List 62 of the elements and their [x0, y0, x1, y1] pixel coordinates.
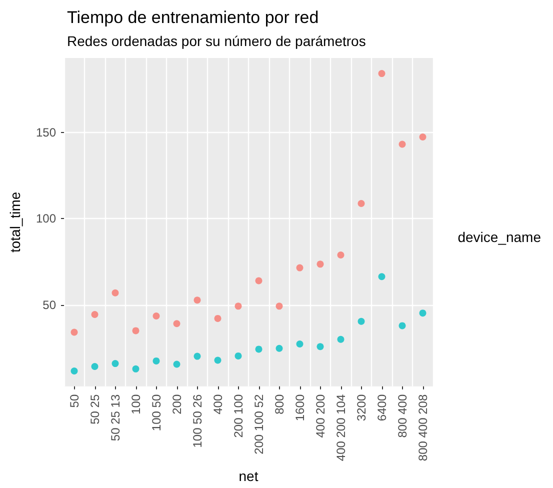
point: [234, 352, 242, 360]
x-tick-label: 100 50: [149, 394, 164, 432]
point: [296, 340, 304, 348]
x-tick-label: 400 200 104: [334, 394, 348, 462]
point: [173, 360, 180, 368]
x-tick-label: 400: [210, 394, 225, 414]
x-tick-label: 800 400 208: [416, 394, 430, 462]
point: [378, 273, 386, 280]
point: [132, 327, 140, 334]
x-tick-label: 3200: [354, 394, 368, 422]
y-axis-title: total_time: [7, 192, 23, 253]
x-tick-label: 50: [67, 394, 82, 408]
legend-title: device_name: [458, 229, 542, 245]
point: [173, 320, 180, 328]
point: [276, 344, 283, 352]
point: [419, 310, 426, 317]
x-tick-label: 6400: [374, 394, 389, 422]
point: [398, 140, 406, 148]
point: [358, 318, 365, 325]
x-tick-label: 200 100 52: [252, 394, 266, 454]
x-tick-label: 200 100: [231, 394, 246, 438]
point: [91, 310, 98, 318]
point: [132, 365, 140, 372]
point: [296, 264, 304, 272]
point: [152, 357, 160, 364]
x-tick-label: 400 200: [313, 394, 328, 438]
point: [112, 360, 119, 368]
point: [316, 260, 324, 268]
x-tick-label: 800: [272, 394, 286, 414]
point: [70, 367, 78, 374]
point: [91, 362, 98, 370]
point: [316, 343, 324, 350]
point: [337, 336, 344, 343]
point: [255, 277, 262, 284]
point: [276, 302, 283, 310]
chart-title: Tiempo de entrenamiento por red: [67, 8, 319, 27]
x-tick-label: 800 400: [395, 394, 410, 438]
point: [194, 352, 201, 360]
point: [255, 346, 262, 353]
point: [398, 322, 406, 330]
point: [234, 302, 242, 310]
x-tick-label: 1600: [292, 394, 307, 422]
point: [214, 314, 222, 322]
x-tick-label: 50 25: [88, 394, 102, 424]
point: [70, 328, 78, 336]
point: [152, 312, 160, 320]
chart-subtitle: Redes ordenadas por su número de parámetros: [67, 33, 366, 49]
point: [194, 296, 201, 304]
x-tick-label: 50 25 13: [108, 394, 122, 442]
y-tick-label: 150: [36, 125, 56, 140]
point: [337, 252, 344, 259]
x-axis-title: net: [238, 468, 258, 484]
point: [378, 70, 386, 78]
y-tick-label: 50: [42, 298, 56, 312]
point: [112, 289, 119, 296]
x-tick-label: 100 50 26: [190, 394, 204, 448]
x-tick-label: 200: [170, 394, 184, 414]
point: [214, 356, 222, 364]
point: [419, 133, 426, 140]
point: [358, 200, 365, 208]
y-tick-label: 100: [36, 212, 56, 226]
x-tick-label: 100: [128, 394, 143, 414]
